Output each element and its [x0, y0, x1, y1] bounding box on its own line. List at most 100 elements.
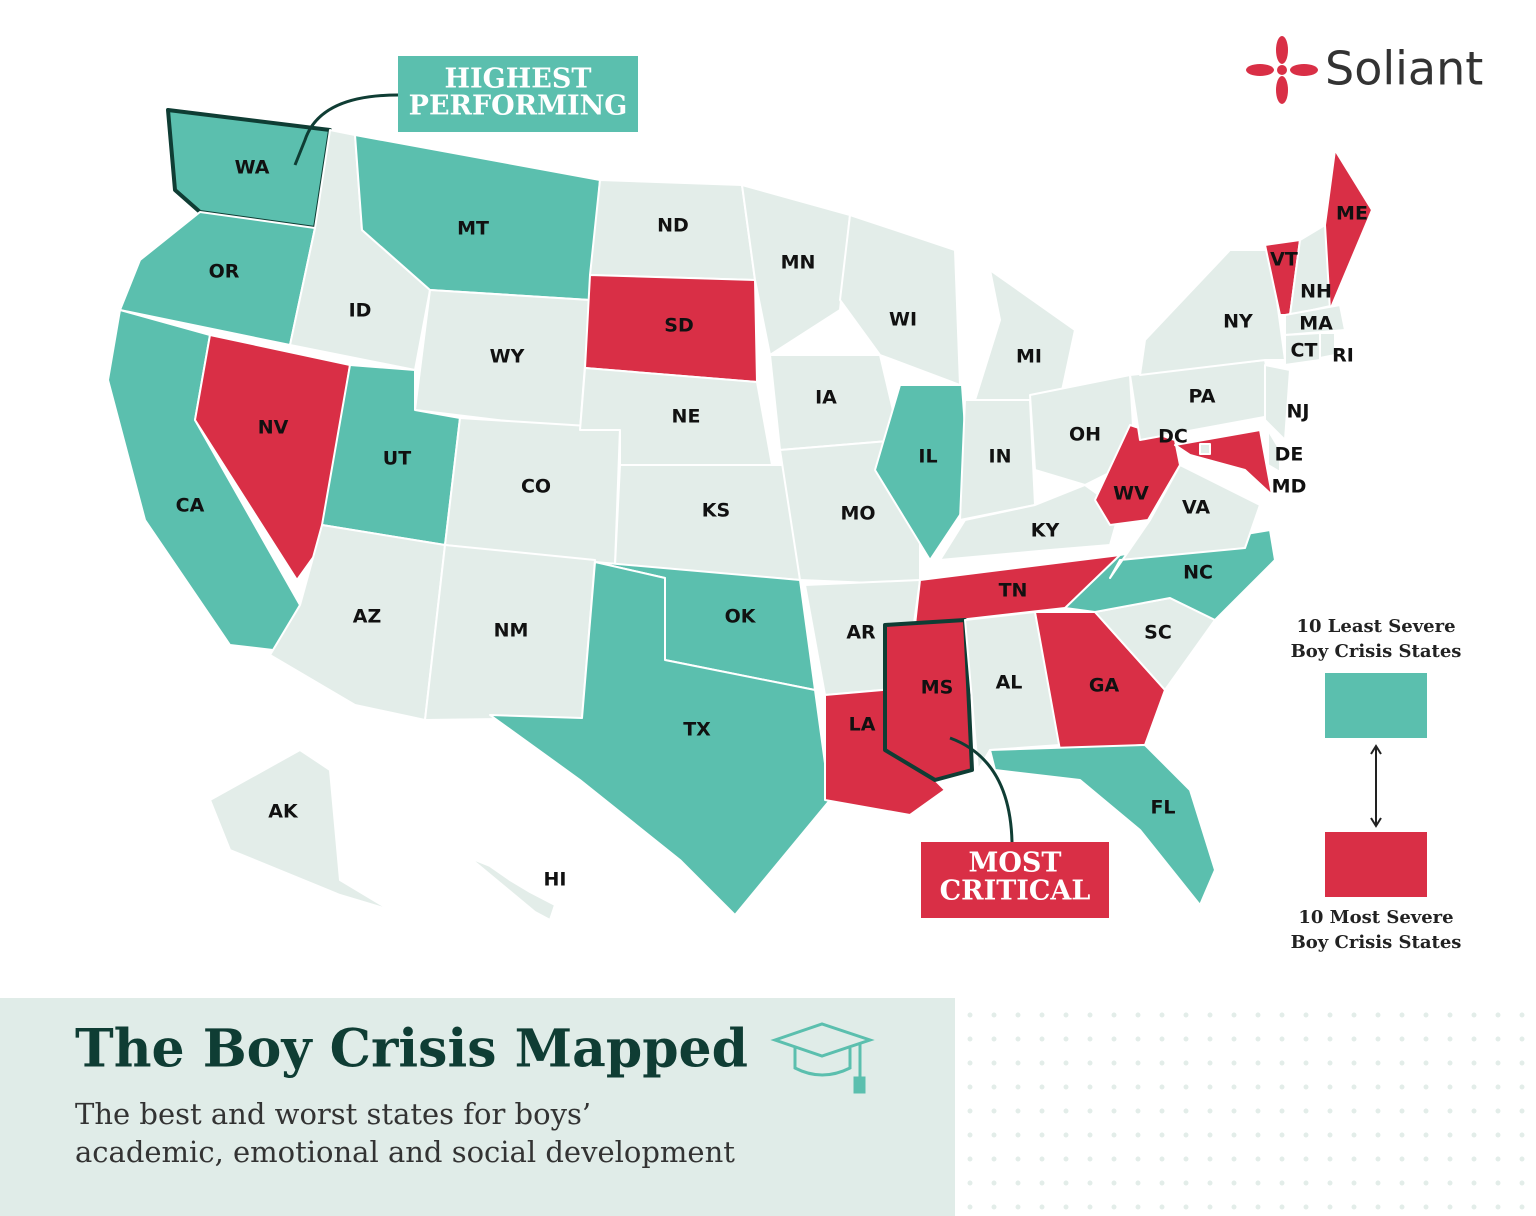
- dot: [1159, 1036, 1165, 1042]
- dot: [1015, 1180, 1021, 1186]
- state-label: DE: [1275, 444, 1304, 466]
- dot: [1183, 1060, 1189, 1066]
- dot: [1303, 1084, 1309, 1090]
- dot: [1495, 1036, 1501, 1042]
- dot: [1231, 1132, 1237, 1138]
- dot: [1423, 1060, 1429, 1066]
- dot: [1135, 1180, 1141, 1186]
- state-shape: [883, 618, 974, 782]
- state-label: FL: [1150, 797, 1175, 819]
- dot: [1255, 1012, 1261, 1018]
- state-shape: [1264, 364, 1291, 441]
- state-shape: [1094, 424, 1181, 526]
- dot: [1471, 1060, 1477, 1066]
- dot: [1183, 1132, 1189, 1138]
- dot: [1135, 1060, 1141, 1066]
- dot: [1231, 1204, 1237, 1210]
- callout-box: [398, 56, 638, 132]
- dot: [1399, 1156, 1405, 1162]
- state-shape: [839, 214, 961, 386]
- dot: [1471, 1036, 1477, 1042]
- dot: [1063, 1108, 1069, 1114]
- dot: [1063, 1060, 1069, 1066]
- dot: [1111, 1012, 1117, 1018]
- dot: [1039, 1084, 1045, 1090]
- state-label: WV: [1113, 483, 1149, 505]
- state-shape: [1324, 149, 1373, 311]
- dot: [991, 1204, 997, 1210]
- dot: [1207, 1156, 1213, 1162]
- dot: [1423, 1180, 1429, 1186]
- dot: [1303, 1012, 1309, 1018]
- dot: [1303, 1204, 1309, 1210]
- dot: [1183, 1156, 1189, 1162]
- dot: [1231, 1108, 1237, 1114]
- dot: [1279, 1156, 1285, 1162]
- subtitle: academic, emotional and social developme…: [75, 1135, 735, 1169]
- dot: [1447, 1204, 1453, 1210]
- callout-text: MOST: [969, 848, 1062, 879]
- dot: [1159, 1084, 1165, 1090]
- dot: [1039, 1180, 1045, 1186]
- dot: [1399, 1108, 1405, 1114]
- dot: [1375, 1060, 1381, 1066]
- dot: [1111, 1036, 1117, 1042]
- state-label: NM: [494, 620, 529, 642]
- state-shape: [1199, 443, 1211, 455]
- dot: [1375, 1084, 1381, 1090]
- dot: [967, 1108, 973, 1114]
- dot: [1231, 1036, 1237, 1042]
- state-shape: [874, 384, 971, 561]
- dot: [1327, 1084, 1333, 1090]
- dot: [1351, 1156, 1357, 1162]
- state-label: MN: [781, 252, 816, 274]
- dot: [1087, 1180, 1093, 1186]
- dot: [1519, 1060, 1525, 1066]
- legend-label: 10 Most Severe: [1298, 907, 1453, 928]
- dot: [1495, 1204, 1501, 1210]
- state-label: CT: [1291, 340, 1318, 362]
- dot: [1207, 1084, 1213, 1090]
- dot: [1111, 1180, 1117, 1186]
- dot: [1303, 1108, 1309, 1114]
- dot: [1231, 1060, 1237, 1066]
- state-label: MT: [457, 218, 489, 240]
- dot: [991, 1108, 997, 1114]
- state-label: OH: [1069, 424, 1101, 446]
- dot: [1207, 1204, 1213, 1210]
- dot: [1471, 1012, 1477, 1018]
- dot: [1471, 1132, 1477, 1138]
- dot: [1207, 1132, 1213, 1138]
- dot: [1399, 1204, 1405, 1210]
- dot: [1015, 1108, 1021, 1114]
- dot: [1063, 1204, 1069, 1210]
- dot: [1063, 1036, 1069, 1042]
- state-label: PA: [1189, 386, 1216, 408]
- dot: [1471, 1108, 1477, 1114]
- dot: [1351, 1108, 1357, 1114]
- state-label: NV: [258, 417, 289, 439]
- state-label: GA: [1089, 675, 1120, 697]
- state-label: AZ: [353, 606, 381, 628]
- dot: [991, 1060, 997, 1066]
- dot: [1087, 1060, 1093, 1066]
- dot: [1039, 1132, 1045, 1138]
- state-shape: [964, 611, 1061, 771]
- dot: [1207, 1060, 1213, 1066]
- dot: [1015, 1084, 1021, 1090]
- state-label: MS: [921, 677, 954, 699]
- dot: [967, 1084, 973, 1090]
- dot: [967, 1132, 973, 1138]
- dot: [1495, 1012, 1501, 1018]
- dot: [1375, 1036, 1381, 1042]
- dot: [1351, 1084, 1357, 1090]
- dot: [1087, 1204, 1093, 1210]
- dot: [1015, 1012, 1021, 1018]
- dot: [1351, 1180, 1357, 1186]
- dot: [1399, 1180, 1405, 1186]
- dot: [1255, 1180, 1261, 1186]
- state-label: WI: [889, 309, 917, 331]
- dot: [1279, 1060, 1285, 1066]
- brand-name: Soliant: [1325, 42, 1483, 96]
